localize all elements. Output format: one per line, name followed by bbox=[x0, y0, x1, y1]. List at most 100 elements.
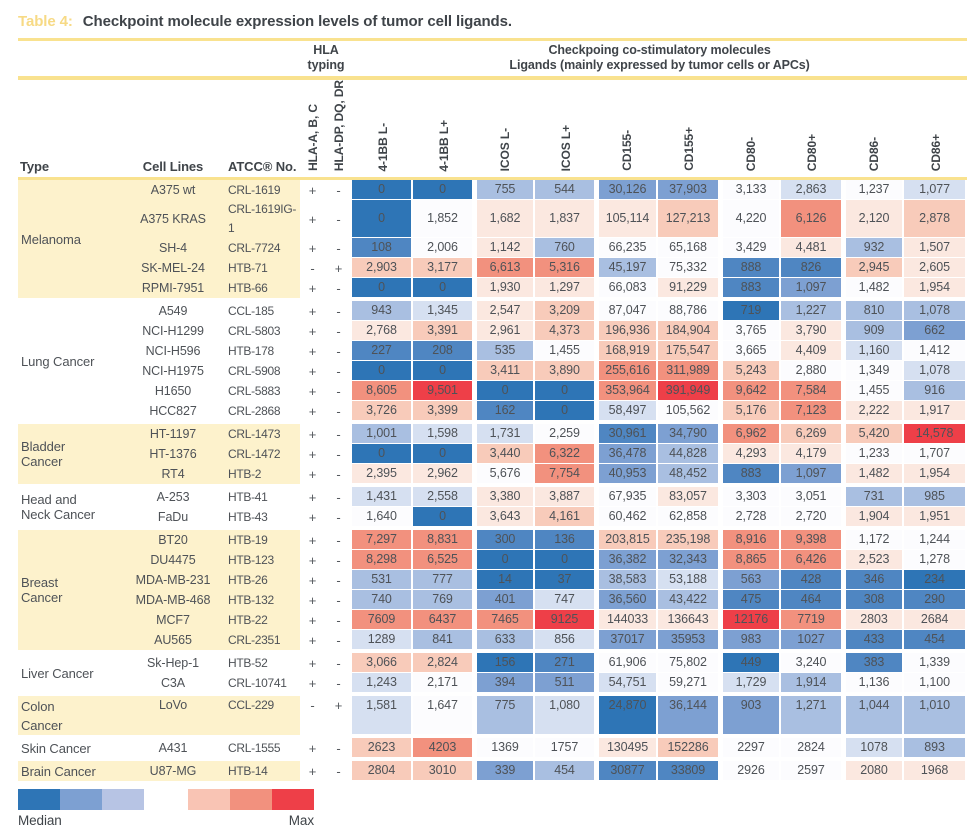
expression-value-cell: 760 bbox=[535, 238, 596, 259]
expression-value-cell: 535 bbox=[474, 341, 535, 362]
expression-value-cell: 24,870 bbox=[596, 693, 658, 736]
expression-value-cell: 130495 bbox=[596, 735, 658, 759]
hla-dpdqdr-value-cell: - bbox=[325, 484, 352, 508]
expression-value-cell: 633 bbox=[474, 630, 535, 651]
expression-value-cell: 1,852 bbox=[413, 200, 474, 239]
expression-value-cell: 2684 bbox=[904, 610, 968, 631]
expression-value-cell: 719 bbox=[720, 298, 781, 322]
expression-value-cell: 1,227 bbox=[781, 298, 843, 322]
expression-value-cell: 932 bbox=[843, 238, 904, 259]
expression-value-cell: 7719 bbox=[781, 610, 843, 631]
expression-value-cell: 2824 bbox=[781, 735, 843, 759]
expression-value-cell: 1,731 bbox=[474, 421, 535, 445]
expression-value-cell: 35953 bbox=[658, 630, 720, 651]
cell-line-cell: A-253 bbox=[118, 484, 228, 508]
expression-value-cell: 66,083 bbox=[596, 278, 658, 299]
hla-abc-value-cell: + bbox=[300, 341, 325, 362]
expression-value-cell: 7,123 bbox=[781, 401, 843, 422]
table-row: FaDu HTB-43 + -1,640 0 3,643 4,161 60,462 62,858… bbox=[18, 507, 968, 528]
cell-line-cell: A375 wt bbox=[118, 180, 228, 201]
column-header-icosl-pos: ICOS L+ bbox=[535, 80, 596, 181]
table-row: Melanoma A375 wt CRL-1619 + -0 0 755 544 30,126 3… bbox=[18, 180, 968, 299]
expression-value-cell: 58,497 bbox=[596, 401, 658, 422]
expression-value-cell: 4,161 bbox=[535, 507, 596, 528]
hla-abc-value-cell: + bbox=[300, 758, 325, 782]
expression-value-cell: 235,198 bbox=[658, 527, 720, 551]
expression-value-cell: 1,345 bbox=[413, 298, 474, 322]
expression-value-cell: 1,339 bbox=[904, 650, 968, 674]
expression-value-cell: 152286 bbox=[658, 735, 720, 759]
expression-value-cell: 1,914 bbox=[781, 673, 843, 694]
expression-value-cell: 2,547 bbox=[474, 298, 535, 322]
column-header-cd155-pos: CD155+ bbox=[658, 80, 720, 181]
expression-value-cell: 66,235 bbox=[596, 238, 658, 259]
table-row: Lung Cancer A549 CCL-185 + -943 1,345 2,547 3,2… bbox=[18, 298, 968, 422]
expression-value-cell: 3,887 bbox=[535, 484, 596, 508]
expression-value-cell: 45,197 bbox=[596, 258, 658, 279]
expression-value-cell: 464 bbox=[781, 590, 843, 611]
expression-value-cell: 2,259 bbox=[535, 421, 596, 445]
table-row: MDA-MB-231 HTB-26 + -531 777 14 37 38,583 53,188… bbox=[18, 570, 968, 591]
expression-value-cell: 8,298 bbox=[352, 550, 413, 571]
expression-value-cell: 196,936 bbox=[596, 321, 658, 342]
expression-value-cell: 5,420 bbox=[843, 421, 904, 445]
table-row: SK-MEL-24 HTB-71- +2,903 3,177 6,613 5,316 45,… bbox=[18, 258, 968, 279]
expression-value-cell: 6437 bbox=[413, 610, 474, 631]
expression-value-cell: 6,426 bbox=[781, 550, 843, 571]
expression-value-cell: 88,786 bbox=[658, 298, 720, 322]
cell-line-cell: DU4475 bbox=[118, 550, 228, 571]
expression-value-cell: 59,271 bbox=[658, 673, 720, 694]
expression-value-cell: 353,964 bbox=[596, 381, 658, 402]
hla-dpdqdr-value-cell: - bbox=[325, 200, 352, 239]
legend-swatch-row bbox=[18, 789, 314, 811]
expression-value-cell: 0 bbox=[352, 444, 413, 465]
hla-dpdqdr-value-cell: - bbox=[325, 570, 352, 591]
expression-value-cell: 1,078 bbox=[904, 361, 968, 382]
expression-value-cell: 91,229 bbox=[658, 278, 720, 299]
hla-dpdqdr-value-cell: - bbox=[325, 298, 352, 322]
expression-value-cell: 44,828 bbox=[658, 444, 720, 465]
expression-value-cell: 0 bbox=[535, 401, 596, 422]
cancer-type-cell: Liver Cancer bbox=[18, 650, 118, 694]
expression-value-cell: 3,133 bbox=[720, 180, 781, 201]
expression-value-cell: 156 bbox=[474, 650, 535, 674]
expression-value-cell: 3,765 bbox=[720, 321, 781, 342]
expression-value-cell: 4203 bbox=[413, 735, 474, 759]
expression-value-cell: 108 bbox=[352, 238, 413, 259]
expression-value-cell: 83,057 bbox=[658, 484, 720, 508]
column-header-atcc-no: ATCC® No. bbox=[228, 80, 300, 181]
expression-value-cell: 909 bbox=[843, 321, 904, 342]
expression-value-cell: 1,080 bbox=[535, 693, 596, 736]
expression-value-cell: 1,455 bbox=[535, 341, 596, 362]
hla-dpdqdr-value-cell: - bbox=[325, 341, 352, 362]
expression-value-cell: 7,584 bbox=[781, 381, 843, 402]
hla-abc-value-cell: + bbox=[300, 401, 325, 422]
hla-group-line2: typing bbox=[307, 58, 345, 72]
column-header-41bbl-pos: 4-1BB L+ bbox=[413, 80, 474, 181]
expression-value-cell: 740 bbox=[352, 590, 413, 611]
expression-value-cell: 2,523 bbox=[843, 550, 904, 571]
table-row: MDA-MB-468 HTB-132 + -740 769 401 747 36,560 43,… bbox=[18, 590, 968, 611]
expression-value-cell: 401 bbox=[474, 590, 535, 611]
expression-value-cell: 531 bbox=[352, 570, 413, 591]
expression-value-cell: 2,222 bbox=[843, 401, 904, 422]
expression-value-cell: 1,930 bbox=[474, 278, 535, 299]
title-divider bbox=[18, 38, 967, 41]
table-row: NCI-H596 HTB-178 + -227 208 535 1,455 168,919 17… bbox=[18, 341, 968, 362]
hla-dpdqdr-value-cell: - bbox=[325, 527, 352, 551]
atcc-no-cell: HTB-41 bbox=[228, 484, 300, 508]
hla-dpdqdr-value-cell: + bbox=[325, 693, 352, 736]
expression-value-cell: 883 bbox=[720, 464, 781, 485]
legend-blue-swatches bbox=[18, 789, 144, 811]
expression-value-cell: 40,953 bbox=[596, 464, 658, 485]
expression-value-cell: 1,954 bbox=[904, 464, 968, 485]
cell-line-cell: Sk-Hep-1 bbox=[118, 650, 228, 674]
expression-value-cell: 311,989 bbox=[658, 361, 720, 382]
expression-value-cell: 433 bbox=[843, 630, 904, 651]
expression-value-cell: 985 bbox=[904, 484, 968, 508]
hla-dpdqdr-value-cell: - bbox=[325, 507, 352, 528]
cell-line-cell: AU565 bbox=[118, 630, 228, 651]
expression-value-cell: 6,613 bbox=[474, 258, 535, 279]
table-row: HT-1376 CRL-1472 + -0 0 3,440 6,322 36,478 44,82… bbox=[18, 444, 968, 465]
expression-value-cell: 38,583 bbox=[596, 570, 658, 591]
